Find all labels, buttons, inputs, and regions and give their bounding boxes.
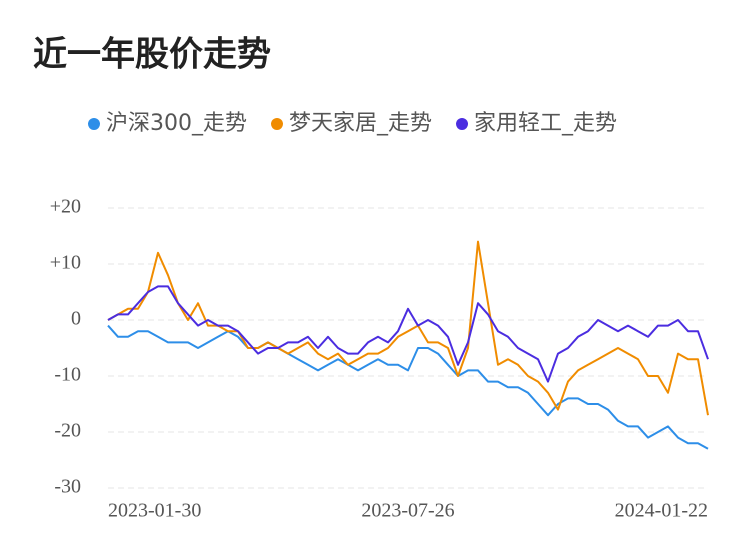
legend-marker	[271, 118, 283, 130]
legend-label: 梦天家居_走势	[289, 111, 432, 136]
x-tick-label: 2023-01-30	[108, 500, 201, 522]
series-line	[107, 324, 709, 450]
series-line	[107, 285, 709, 383]
x-tick-label: 2024-01-22	[615, 500, 708, 522]
legend-marker	[456, 118, 469, 130]
y-tick-label: +10	[50, 252, 81, 274]
y-tick-label: -20	[54, 420, 81, 442]
legend-label: 沪深300_走势	[106, 111, 247, 136]
chart-title: 近一年股价走势	[33, 35, 271, 75]
y-tick-label: +20	[50, 196, 81, 218]
x-tick-label: 2023-07-26	[361, 500, 454, 522]
y-tick-label: 0	[71, 308, 81, 330]
y-tick-label: -30	[54, 476, 81, 498]
legend-label: 家用轻工_走势	[474, 111, 617, 136]
legend-marker	[88, 118, 100, 130]
y-tick-label: -10	[54, 364, 81, 386]
series-line	[107, 240, 709, 416]
